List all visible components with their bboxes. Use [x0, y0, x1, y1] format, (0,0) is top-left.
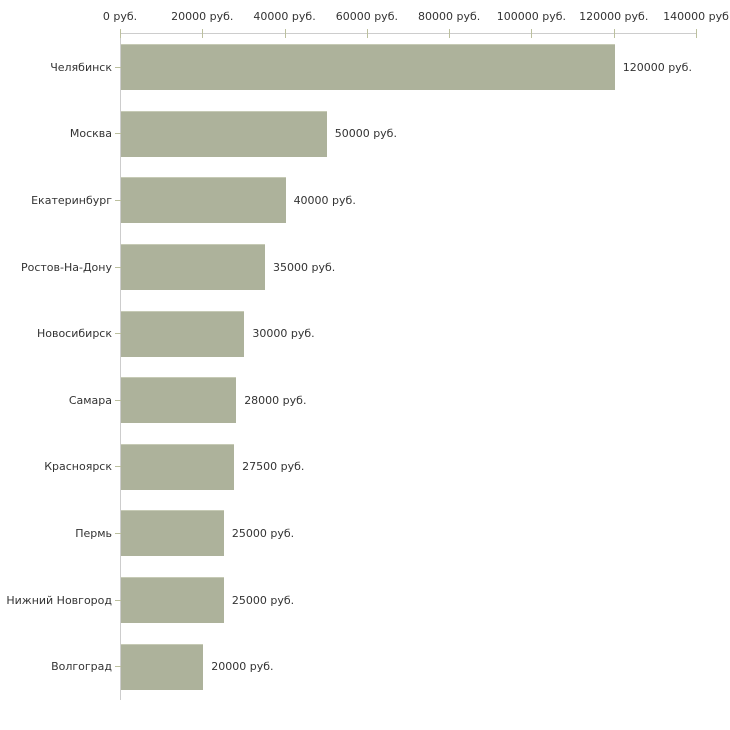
- y-tick-mark: [115, 66, 121, 68]
- bar: [121, 310, 245, 357]
- bar-row: Челябинск 120000 руб.: [50, 34, 696, 101]
- bar: [121, 443, 235, 490]
- y-tick-mark: [115, 199, 121, 201]
- x-tick-mark: [284, 29, 286, 38]
- bar-row: Новосибирск 30000 руб.: [37, 300, 696, 367]
- bar-row: Самара 28000 руб.: [69, 367, 696, 434]
- value-label: 25000 руб.: [231, 593, 295, 607]
- bar-rows: Челябинск 120000 руб. Москва 50000 руб. Екат…: [6, 34, 696, 700]
- category-label: Красноярск: [44, 460, 112, 474]
- y-tick-mark: [115, 532, 121, 534]
- bar-row: Нижний Новгород 25000 руб.: [6, 567, 696, 634]
- bar-row: Волгоград 20000 руб.: [51, 633, 696, 700]
- value-label: 50000 руб.: [334, 127, 397, 141]
- value-label: 120000 руб.: [622, 60, 692, 74]
- category-label: Екатеринбург: [31, 193, 112, 207]
- category-label: Ростов-На-Дону: [20, 260, 112, 274]
- x-tick-label: 40000 руб.: [253, 10, 316, 23]
- y-tick-mark: [115, 333, 121, 335]
- bar: [121, 110, 327, 157]
- category-label: Челябинск: [50, 60, 112, 74]
- x-tick-mark: [202, 29, 204, 38]
- y-tick-mark: [115, 266, 121, 268]
- y-tick-mark: [115, 466, 121, 468]
- value-label: 30000 руб.: [252, 327, 315, 341]
- x-tick-label: 140000 руб: [663, 10, 729, 23]
- category-label: Волгоград: [51, 660, 112, 674]
- x-tick-label: 20000 руб.: [171, 10, 234, 23]
- value-label: 28000 руб.: [244, 393, 307, 407]
- category-label: Новосибирск: [36, 327, 112, 341]
- value-label: 20000 руб.: [211, 660, 274, 674]
- bar-row: Пермь 25000 руб.: [75, 500, 696, 567]
- x-tick-mark: [531, 29, 533, 38]
- x-tick-mark: [366, 29, 368, 38]
- value-label: 25000 руб.: [231, 526, 295, 540]
- y-tick-mark: [115, 666, 121, 668]
- bar: [121, 643, 204, 690]
- value-label: 35000 руб.: [273, 260, 336, 274]
- x-tick-mark: [696, 29, 697, 38]
- y-tick-mark: [115, 399, 121, 401]
- x-tick-label: 60000 руб.: [335, 10, 398, 23]
- bar: [121, 177, 286, 224]
- x-tick-label: 80000 руб.: [418, 10, 481, 23]
- bar-row: Екатеринбург 40000 руб.: [31, 167, 696, 234]
- bar: [121, 510, 224, 557]
- category-label: Самара: [68, 393, 112, 407]
- bar-row: Ростов-На-Дону 35000 руб.: [21, 234, 696, 301]
- bar-row: Москва 50000 руб.: [70, 101, 696, 168]
- bar: [121, 577, 224, 624]
- x-tick-mark: [120, 29, 121, 38]
- x-tick-label: 120000 руб.: [579, 10, 649, 23]
- bar: [121, 377, 237, 424]
- bar-row: Красноярск 27500 руб.: [44, 434, 696, 501]
- y-tick-mark: [115, 599, 121, 601]
- plot-area: 0 руб. 20000 руб. 40000 руб. 60000 руб. 8000…: [6, 10, 729, 700]
- category-label: Нижний Новгород: [6, 593, 112, 607]
- x-tick-mark: [613, 29, 615, 38]
- x-tick-label: 100000 руб.: [496, 10, 567, 23]
- bar: [121, 244, 265, 291]
- category-label: Пермь: [75, 526, 112, 540]
- value-label: 27500 руб.: [242, 460, 305, 474]
- value-label: 40000 руб.: [293, 193, 356, 207]
- y-tick-mark: [115, 133, 121, 135]
- bar: [121, 44, 615, 91]
- category-label: Москва: [69, 127, 112, 141]
- x-tick-mark: [449, 29, 451, 38]
- x-tick-label: 0 руб.: [102, 10, 138, 23]
